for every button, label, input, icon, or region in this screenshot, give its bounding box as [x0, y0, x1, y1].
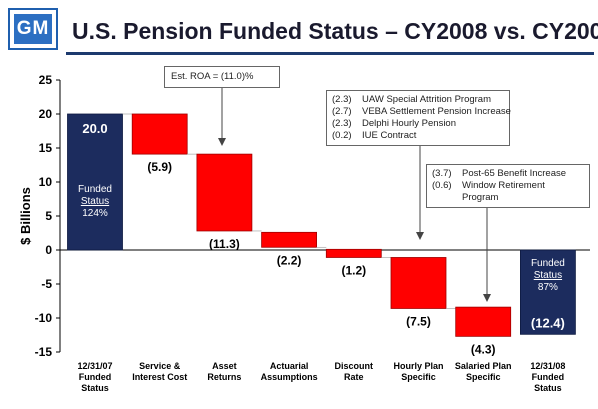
annotation-hourly-item: (2.7) VEBA Settlement Pension Increase [332, 106, 511, 118]
bar-inner-label: Funded [78, 184, 112, 195]
annotation-hourly-value: (0.2) [332, 130, 352, 141]
x-category-label: Asset [212, 361, 237, 371]
annotation-hourly-value: (2.7) [332, 106, 352, 117]
y-tick-label: 20 [39, 107, 53, 121]
annotation-hourly-item: (2.3) UAW Special Attrition Program [332, 94, 509, 106]
y-tick-label: 0 [45, 243, 52, 257]
annotation-salaried-item: (0.6) Window Retirement Program [432, 180, 585, 204]
x-category-label: Funded [79, 372, 112, 382]
bar-value-label: (4.3) [471, 342, 496, 356]
x-category-label: Funded [532, 372, 565, 382]
x-category-label: Specific [401, 372, 436, 382]
step-bar [196, 153, 253, 232]
annotation-hourly-item: (0.2) IUE Contract [332, 130, 509, 142]
annotation-salaried-text: Window Retirement Program [462, 180, 545, 203]
annotation-hourly-text: UAW Special Attrition Program [362, 94, 491, 105]
annotation-salaried-plan: (3.7) Post-65 Benefit Increase (0.6) Windo… [426, 164, 590, 208]
x-category-label: Assumptions [261, 372, 318, 382]
x-category-label: Status [81, 383, 109, 393]
annotation-hourly-value: (2.3) [332, 94, 352, 105]
annotation-salaried-value: (0.6) [432, 180, 452, 191]
x-category-label: 12/31/07 [77, 361, 112, 371]
annotation-roa-text: Est. ROA = (11.0)% [171, 71, 254, 82]
x-category-label: Salaried Plan [455, 361, 512, 371]
x-category-label: Status [534, 383, 562, 393]
y-axis-label: $ Billions [18, 187, 33, 245]
step-bar [261, 231, 318, 248]
bar-value-label: (1.2) [341, 263, 366, 277]
y-tick-label: 10 [39, 175, 53, 189]
annotation-hourly-text: IUE Contract [362, 130, 417, 141]
x-category-label: Specific [466, 372, 501, 382]
bar-value-label: (7.5) [406, 314, 431, 328]
title-divider [66, 52, 594, 55]
annotation-hourly-text: VEBA Settlement Pension Increase [362, 106, 511, 117]
bar-inner-label: 87% [538, 282, 558, 293]
page-title: U.S. Pension Funded Status – CY2008 vs. … [72, 18, 598, 44]
y-tick-label: 15 [39, 141, 53, 155]
annotation-arrowhead [218, 138, 226, 146]
annotation-hourly-text: Delphi Hourly Pension [362, 118, 456, 129]
x-category-label: Discount [335, 361, 374, 371]
x-category-label: Returns [207, 372, 241, 382]
x-category-label: Actuarial [270, 361, 309, 371]
annotation-salaried-value: (3.7) [432, 168, 452, 179]
bar-value-label: (11.3) [209, 237, 240, 251]
bar-inner-label: Funded [531, 258, 565, 269]
annotation-arrowhead [416, 232, 424, 240]
bar-value-label: (5.9) [147, 160, 172, 174]
y-tick-label: -10 [35, 311, 53, 325]
annotation-hourly-plan: (2.3) UAW Special Attrition Program (2.7)… [326, 90, 511, 146]
annotation-hourly-item: (2.3) Delphi Hourly Pension [332, 118, 509, 130]
x-category-label: 12/31/08 [530, 361, 565, 371]
annotation-salaried-text: Post-65 Benefit Increase [462, 168, 567, 179]
annotation-hourly-value: (2.3) [332, 118, 352, 129]
annotation-salaried-item: (3.7) Post-65 Benefit Increase [432, 168, 585, 180]
step-bar [455, 306, 512, 337]
y-tick-label: -15 [35, 345, 53, 359]
y-tick-label: -5 [41, 277, 52, 291]
annotation-roa: Est. ROA = (11.0)% [164, 66, 280, 88]
bar-inner-label: 124% [82, 208, 108, 219]
step-bar [131, 113, 188, 155]
gm-logo-text: GM [14, 14, 52, 44]
y-tick-label: 25 [39, 73, 53, 87]
x-category-label: Rate [344, 372, 364, 382]
x-category-label: Service & [139, 361, 181, 371]
total-bar [520, 249, 576, 335]
y-tick-label: 5 [45, 209, 52, 223]
bar-inner-label: Status [81, 196, 109, 207]
step-bar [390, 257, 447, 309]
step-bar [325, 248, 382, 258]
bar-value-label: 20.0 [82, 121, 107, 136]
gm-logo: GM [8, 8, 58, 50]
bar-value-label: (2.2) [277, 253, 302, 267]
x-category-label: Interest Cost [132, 372, 187, 382]
bar-inner-label: Status [534, 270, 562, 281]
total-bar [67, 113, 123, 251]
bar-value-label: (12.4) [531, 315, 565, 330]
annotation-arrowhead [483, 294, 491, 302]
x-category-label: Hourly Plan [393, 361, 443, 371]
